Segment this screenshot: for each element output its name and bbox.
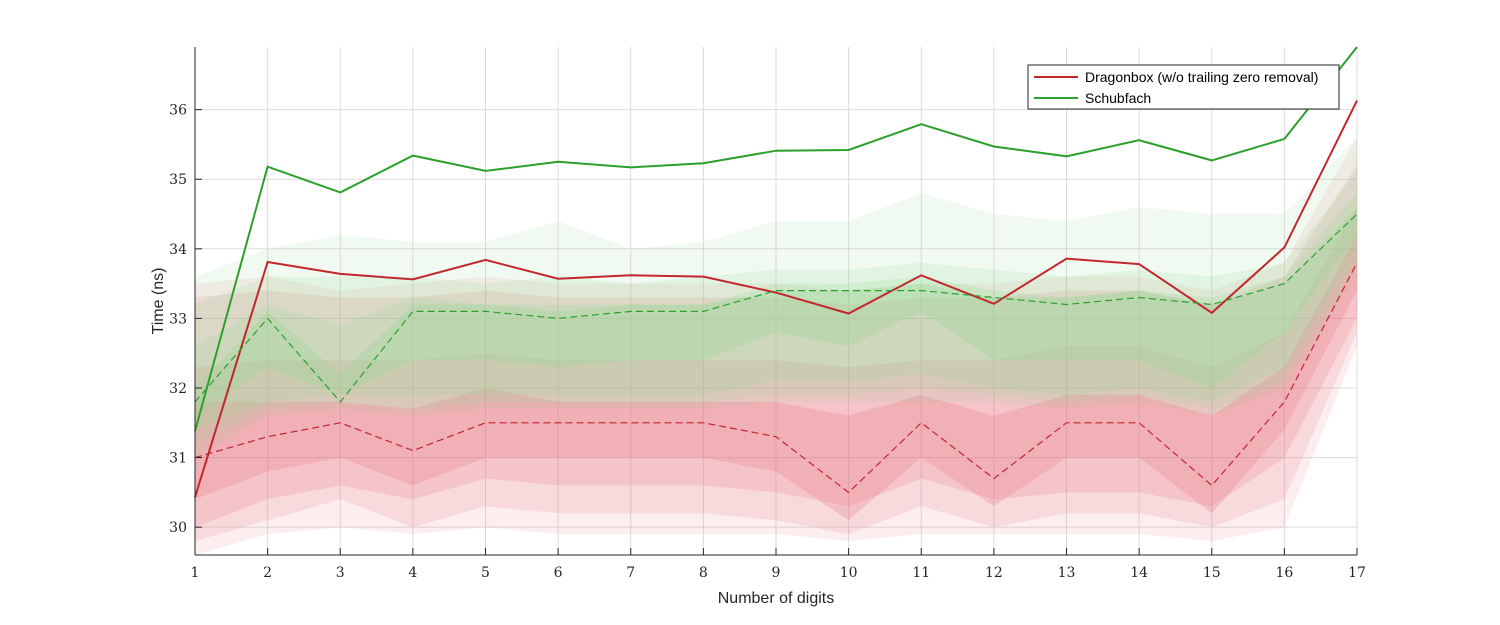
legend: Dragonbox (w/o trailing zero removal) Sc… <box>1027 64 1340 110</box>
legend-label-dragonbox: Dragonbox (w/o trailing zero removal) <box>1085 69 1318 85</box>
x-tick-label-6: 6 <box>554 565 563 581</box>
x-tick-label-14: 14 <box>1130 565 1148 581</box>
x-tick-label-12: 12 <box>985 565 1003 581</box>
x-tick-label-10: 10 <box>840 565 858 581</box>
dragonbox-band-1 <box>195 165 1357 542</box>
schubfach-band-2 <box>195 193 1357 430</box>
dragonbox-median-line <box>194 262 1358 494</box>
legend-label-schubfach: Schubfach <box>1085 90 1151 106</box>
axes <box>194 47 1358 556</box>
y-tick-label-35: 35 <box>169 172 187 188</box>
x-tick-label-3: 3 <box>336 565 345 581</box>
distribution-bands <box>195 137 1357 555</box>
x-tick-label-8: 8 <box>699 565 708 581</box>
grid-lines <box>194 47 1358 555</box>
schubfach-median-line <box>194 213 1358 403</box>
x-tick-label-11: 11 <box>912 565 930 581</box>
y-tick-label-32: 32 <box>169 381 187 397</box>
schubfach-mean-line <box>194 46 1358 432</box>
dragonbox-band-3 <box>195 234 1357 521</box>
dragonbox-mean-line <box>194 100 1358 498</box>
x-tick-label-16: 16 <box>1275 565 1293 581</box>
schubfach-band-3 <box>195 207 1357 416</box>
x-tick-label-13: 13 <box>1058 565 1076 581</box>
dragonbox-band-2 <box>195 207 1357 528</box>
y-axis-label: Time (ns) <box>150 268 167 335</box>
x-tick-label-2: 2 <box>263 565 272 581</box>
x-tick-label-17: 17 <box>1348 565 1366 581</box>
y-tick-label-31: 31 <box>169 451 187 467</box>
dragonbox-band-0 <box>195 137 1357 555</box>
x-tick-label-1: 1 <box>191 565 200 581</box>
schubfach-band-1 <box>195 172 1357 444</box>
y-tick-label-30: 30 <box>169 520 187 536</box>
x-tick-label-4: 4 <box>408 565 417 581</box>
x-tick-label-7: 7 <box>626 565 635 581</box>
x-tick-label-5: 5 <box>481 565 490 581</box>
series-lines <box>194 46 1358 498</box>
y-tick-label-34: 34 <box>169 242 187 258</box>
y-tick-label-33: 33 <box>169 311 187 327</box>
legend-box <box>1027 64 1340 110</box>
x-tick-label-9: 9 <box>772 565 781 581</box>
schubfach-band-0 <box>195 137 1357 458</box>
x-tick-label-15: 15 <box>1203 565 1221 581</box>
x-axis-label: Number of digits <box>718 590 835 607</box>
y-tick-label-36: 36 <box>169 103 187 119</box>
